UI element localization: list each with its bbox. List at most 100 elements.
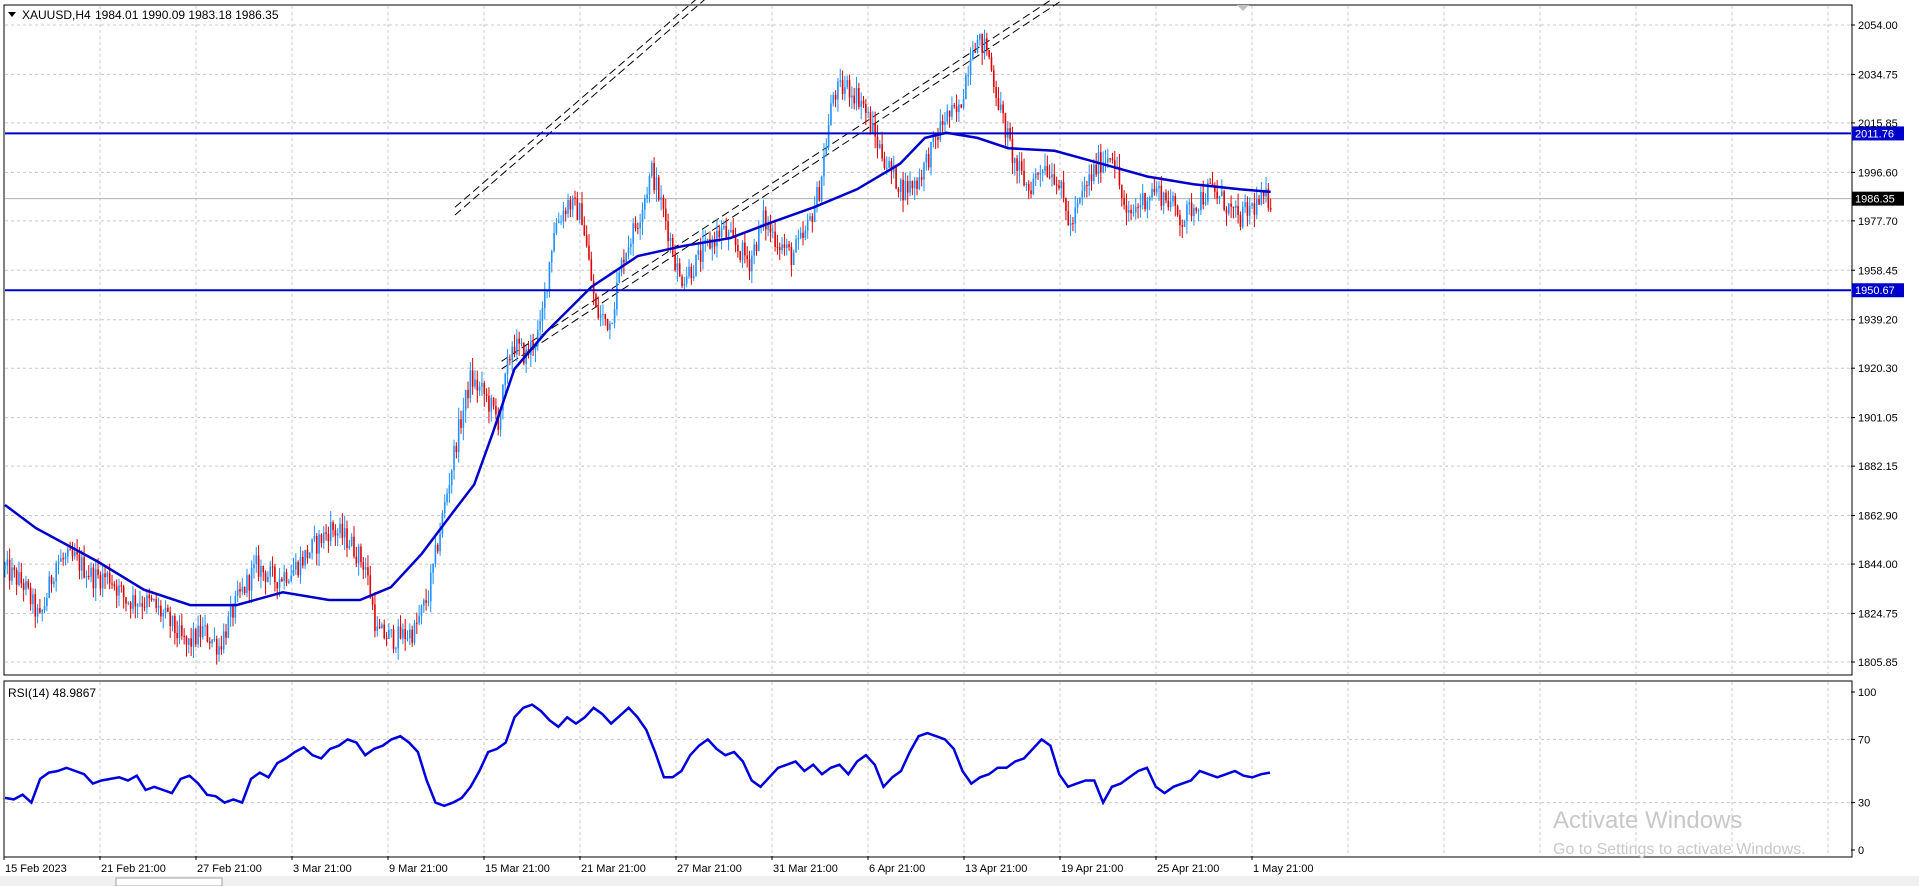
candle-body (811, 216, 814, 222)
candle-body (1216, 191, 1218, 199)
candle-body (844, 87, 846, 95)
ohlc-values: 1984.01 1990.09 1983.18 1986.35 (95, 8, 279, 22)
candle-body (292, 569, 295, 576)
candle-body (1181, 225, 1184, 227)
channel-line (501, 0, 1052, 362)
candle-body (111, 583, 113, 585)
candle-body (1032, 178, 1035, 195)
candle-body (1023, 170, 1025, 186)
candle-body (637, 228, 639, 230)
level-price-tag (1852, 126, 1904, 141)
candle-body (194, 629, 197, 645)
candle-body (1004, 113, 1007, 138)
candle-body (362, 562, 365, 570)
candle-body (108, 572, 111, 584)
candle-body (157, 605, 160, 608)
candle-body (795, 239, 797, 253)
candle-body (399, 626, 402, 639)
candle-body (1118, 166, 1121, 186)
candle-body (758, 226, 760, 251)
candle-body (790, 247, 793, 266)
candle-body (122, 586, 125, 598)
price-panel[interactable] (3, 4, 1853, 676)
candle-body (295, 561, 297, 570)
candle-body (1232, 206, 1235, 208)
candle-body (478, 386, 481, 391)
candle-body (155, 598, 158, 608)
candle-body (97, 569, 99, 575)
candle-body (378, 626, 381, 629)
candle-body (85, 576, 88, 578)
rsi-panel[interactable] (3, 680, 1853, 858)
candle-body (353, 536, 355, 557)
candle-body (806, 219, 809, 231)
candle-body (164, 608, 167, 614)
candle-body (595, 294, 597, 308)
candle-body (818, 187, 821, 201)
candle-body (129, 602, 132, 609)
candle-body (285, 572, 288, 583)
candle-body (313, 536, 316, 540)
candle-body (960, 104, 963, 108)
candle-body (1223, 191, 1225, 210)
candle-body (1104, 161, 1107, 163)
time-tick-label: 19 Apr 21:00 (1061, 863, 1123, 875)
candle-body (271, 566, 274, 568)
candle-body (67, 549, 69, 557)
candle-body (1248, 205, 1251, 216)
candle-body (113, 584, 116, 587)
time-tick-label: 15 Mar 21:00 (485, 863, 550, 875)
candle-body (297, 561, 299, 576)
dropdown-triangle-icon[interactable] (8, 12, 16, 17)
candle-body (1123, 197, 1125, 206)
candle-body (855, 88, 858, 104)
candle-body (778, 247, 781, 251)
candle-body (222, 631, 225, 650)
candle-body (762, 210, 765, 225)
candle-body (634, 223, 637, 229)
candle-body (1167, 200, 1170, 208)
candle-body (1002, 104, 1004, 114)
candle-body (218, 646, 220, 655)
candle-body (816, 187, 818, 208)
candle-body (1207, 182, 1209, 202)
candle-body (1020, 161, 1023, 171)
timeframe-tab[interactable] (115, 877, 223, 886)
candle-body (993, 70, 995, 87)
candle-body (1144, 193, 1146, 210)
candle-body (167, 608, 169, 612)
candle-body (43, 605, 46, 611)
candle-body (744, 242, 746, 256)
candle-body (1067, 211, 1070, 226)
candle-body (737, 244, 739, 252)
candle-body (695, 254, 697, 277)
candle-body (255, 555, 258, 565)
candle-body (388, 629, 390, 639)
candle-body (879, 144, 881, 148)
candle-body (371, 597, 374, 605)
candle-body (876, 136, 879, 148)
candle-body (15, 570, 18, 585)
candle-body (185, 636, 188, 645)
candle-body (262, 565, 265, 573)
price-tick-label: 1862.90 (1858, 511, 1898, 523)
time-tick-label: 27 Feb 21:00 (197, 863, 262, 875)
candle-body (874, 123, 876, 137)
candle-body (1244, 202, 1246, 208)
candle-body (485, 394, 488, 396)
candle-body (644, 198, 646, 210)
rsi-line (4, 703, 1271, 808)
candle-body (57, 561, 60, 564)
candle-body (534, 345, 537, 350)
candle-body (995, 86, 997, 99)
candle-body (969, 58, 972, 76)
candle-body (597, 307, 600, 318)
candle-body (716, 230, 718, 247)
chart-shift-marker-icon[interactable] (1237, 5, 1249, 11)
candle-body (916, 180, 918, 189)
candle-body (374, 604, 376, 631)
candle-body (455, 446, 458, 453)
candle-body (1034, 173, 1037, 179)
